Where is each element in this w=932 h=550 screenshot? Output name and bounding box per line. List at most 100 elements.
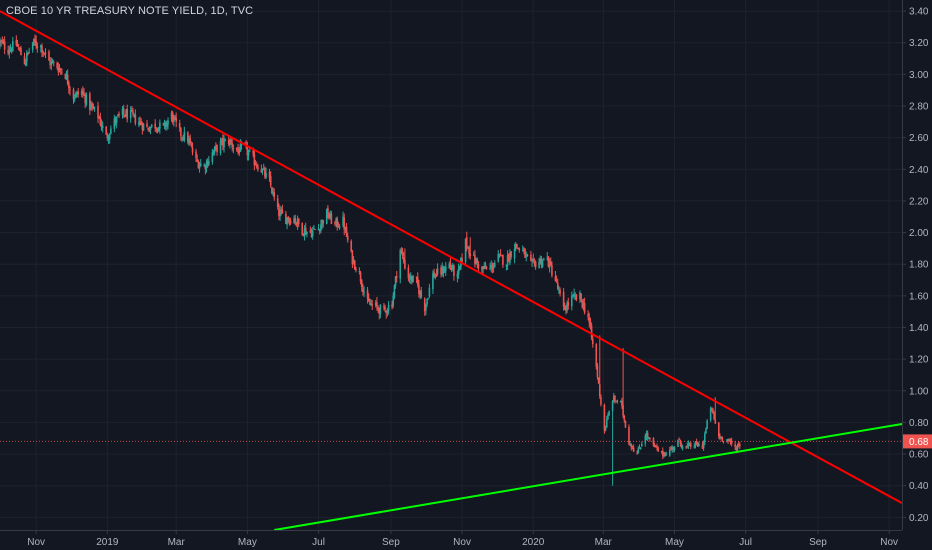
candle-body xyxy=(203,165,206,167)
candle-body xyxy=(23,56,26,65)
candle-body xyxy=(220,139,223,141)
candle-body xyxy=(236,147,238,151)
candle-body xyxy=(61,71,63,73)
y-tick-label: 0.40 xyxy=(909,481,929,492)
candle-body xyxy=(84,94,86,103)
candle-body xyxy=(668,449,671,456)
candle-body xyxy=(195,151,197,159)
candle-body xyxy=(680,443,683,448)
candle-body xyxy=(500,255,503,257)
candle-body xyxy=(121,108,124,115)
candle-body xyxy=(66,74,69,84)
candle-body xyxy=(383,305,385,307)
candle-body xyxy=(311,230,314,237)
candle-body xyxy=(589,321,592,326)
candle-body xyxy=(549,261,552,266)
candle-body xyxy=(702,440,705,449)
candle-body xyxy=(173,117,175,122)
candle-body xyxy=(654,445,657,448)
candle-body xyxy=(409,275,412,280)
candle-body xyxy=(628,426,630,444)
candle-body xyxy=(248,150,251,152)
candle-body xyxy=(575,294,578,300)
candle-body xyxy=(335,218,337,224)
candle-body xyxy=(597,377,600,384)
candle-body xyxy=(681,447,684,449)
candle-body xyxy=(190,144,193,147)
candle-body xyxy=(1,40,4,43)
candle-body xyxy=(159,122,161,129)
candle-body xyxy=(629,444,631,446)
candle-body xyxy=(288,219,291,222)
candle-body xyxy=(253,153,256,166)
candle-body xyxy=(35,40,37,47)
candle-body xyxy=(93,106,96,109)
candle-body xyxy=(664,452,666,456)
candle-body xyxy=(254,164,257,166)
candle-body xyxy=(141,123,144,130)
candle-body xyxy=(265,172,267,178)
y-tick-label: 3.00 xyxy=(909,70,929,81)
candle-body xyxy=(138,122,140,125)
x-tick-label: Mar xyxy=(595,537,613,548)
candle-body xyxy=(426,298,428,305)
y-tick-label: 3.40 xyxy=(909,7,929,18)
candle-body xyxy=(687,443,690,447)
y-tick-label: 2.00 xyxy=(909,228,929,239)
candle-body xyxy=(477,263,480,269)
candle-body xyxy=(448,263,451,268)
y-tick-label: 2.20 xyxy=(909,196,929,207)
candle-body xyxy=(49,60,51,66)
candle-body xyxy=(232,148,235,150)
candle-body xyxy=(541,261,544,267)
candle-body xyxy=(107,137,110,139)
candle-body xyxy=(2,42,5,44)
candle-body xyxy=(713,413,715,420)
candle-body xyxy=(631,448,634,450)
candle-body xyxy=(580,293,582,301)
candle-body xyxy=(117,115,119,117)
candle-body xyxy=(329,213,332,218)
candle-body xyxy=(442,268,445,274)
candle-body xyxy=(343,217,346,230)
candle-body xyxy=(101,125,104,128)
candle-body xyxy=(279,210,281,217)
candle-body xyxy=(416,277,419,286)
candle-body xyxy=(538,261,540,268)
candle-body xyxy=(318,229,321,232)
candle-body xyxy=(237,148,239,151)
candle-body xyxy=(285,213,287,224)
candle-body xyxy=(436,268,439,275)
candle-body xyxy=(170,112,173,120)
candle-body xyxy=(262,168,265,170)
candle-body xyxy=(147,127,149,131)
candle-body xyxy=(377,307,379,310)
candle-body xyxy=(166,122,168,127)
candle-body xyxy=(547,256,550,267)
candle-body xyxy=(98,116,100,119)
candle-body xyxy=(374,302,377,306)
candle-body xyxy=(558,289,560,291)
candle-body xyxy=(31,42,34,50)
candle-body xyxy=(468,247,470,255)
candle-body xyxy=(457,268,460,275)
candle-body xyxy=(133,113,135,115)
candle-body xyxy=(302,233,305,235)
last-price-label: 0.68 xyxy=(909,437,929,448)
candle-body xyxy=(91,103,93,107)
candle-body xyxy=(149,126,152,131)
candle-body xyxy=(99,117,102,125)
candle-body xyxy=(727,439,729,442)
candle-body xyxy=(638,447,641,449)
candle-body xyxy=(239,144,242,152)
candle-body xyxy=(140,122,142,125)
candle-body xyxy=(559,290,561,294)
candle-body xyxy=(178,123,181,128)
candle-body xyxy=(590,325,593,338)
candle-body xyxy=(703,434,706,442)
candle-body xyxy=(739,444,741,447)
candle-body xyxy=(362,288,364,292)
candle-body xyxy=(475,259,477,265)
